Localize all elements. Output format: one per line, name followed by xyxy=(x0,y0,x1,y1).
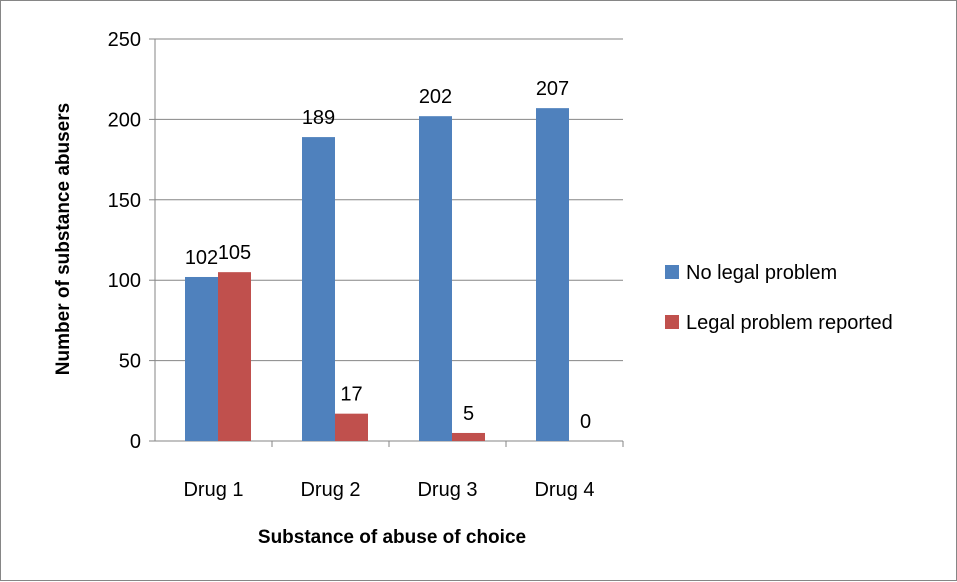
legend-label-legal-problem-reported: Legal problem reported xyxy=(686,312,893,334)
data-label-no-legal-problem: 189 xyxy=(302,107,335,129)
x-tick-label: Drug 4 xyxy=(534,479,594,501)
bar-no-legal-problem-drug-2 xyxy=(302,137,335,441)
data-label-no-legal-problem: 102 xyxy=(185,247,218,269)
x-tick-label: Drug 2 xyxy=(300,479,360,501)
y-axis-title: Number of substance abusers xyxy=(53,103,74,375)
x-axis: Drug 1 Drug 2 Drug 3 Drug 4 xyxy=(155,440,624,501)
data-label-legal-problem-reported: 17 xyxy=(340,384,362,406)
bar-no-legal-problem-drug-1 xyxy=(185,276,218,441)
bar-legal-problem-reported-drug-1 xyxy=(218,272,251,441)
bar-legal-problem-reported-drug-2 xyxy=(335,413,368,441)
data-label-no-legal-problem: 207 xyxy=(536,78,569,100)
data-label-no-legal-problem: 202 xyxy=(419,86,452,108)
x-tick-label: Drug 3 xyxy=(417,479,477,501)
y-tick-label: 0 xyxy=(130,431,141,453)
y-axis: 0 50 100 150 200 250 xyxy=(108,29,156,453)
legend-swatch-no-legal-problem xyxy=(665,265,679,279)
bar-no-legal-problem-drug-4 xyxy=(536,108,569,442)
bars xyxy=(185,108,569,442)
legend-swatch-legal-problem-reported xyxy=(665,315,679,329)
data-label-legal-problem-reported: 105 xyxy=(218,242,251,264)
y-tick-label: 200 xyxy=(108,109,141,131)
bar-no-legal-problem-drug-3 xyxy=(419,116,452,442)
legend: No legal problem Legal problem reported xyxy=(665,262,893,334)
data-label-legal-problem-reported: 0 xyxy=(580,411,591,433)
data-labels: 102 105 189 17 202 5 207 0 xyxy=(185,78,591,433)
y-tick-label: 100 xyxy=(108,270,141,292)
bar-legal-problem-reported-drug-3 xyxy=(452,432,485,441)
y-tick-label: 250 xyxy=(108,29,141,51)
legend-label-no-legal-problem: No legal problem xyxy=(686,262,837,284)
data-label-legal-problem-reported: 5 xyxy=(463,403,474,425)
x-axis-title: Substance of abuse of choice xyxy=(258,527,526,548)
y-tick-label: 50 xyxy=(119,351,141,373)
x-tick-label: Drug 1 xyxy=(183,479,243,501)
y-tick-label: 150 xyxy=(108,190,141,212)
